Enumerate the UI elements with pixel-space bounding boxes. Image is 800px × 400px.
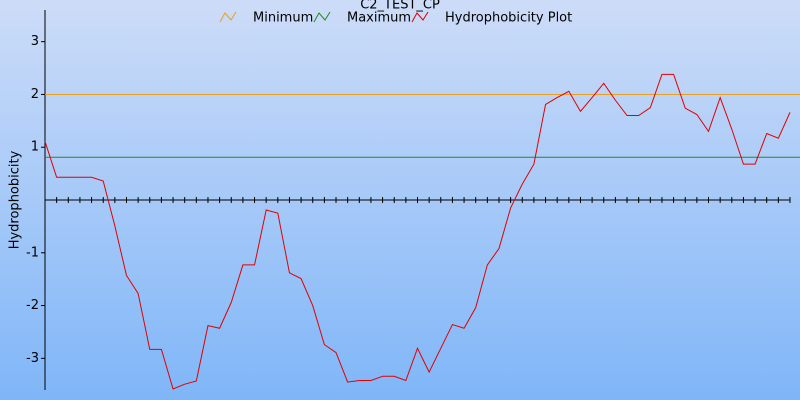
legend-label: Hydrophobicity Plot (445, 11, 572, 26)
y-tick-label: 1 (31, 140, 39, 155)
data-line (44, 73, 791, 390)
legend-icon (411, 11, 429, 23)
legend-icon (219, 11, 237, 23)
chart-title: C2_TEST_CP (360, 0, 440, 13)
y-tick-label: -1 (26, 245, 39, 260)
legend-icon (313, 11, 331, 23)
y-tick-label: -2 (26, 298, 39, 313)
legend-label: Maximum (347, 11, 411, 26)
y-tick-label: 2 (31, 87, 39, 102)
y-tick-label: -3 (26, 351, 39, 366)
legend-label: Minimum (253, 11, 313, 26)
y-axis-label: Hydrophobicity (8, 150, 23, 249)
y-tick-label: 3 (31, 34, 39, 49)
